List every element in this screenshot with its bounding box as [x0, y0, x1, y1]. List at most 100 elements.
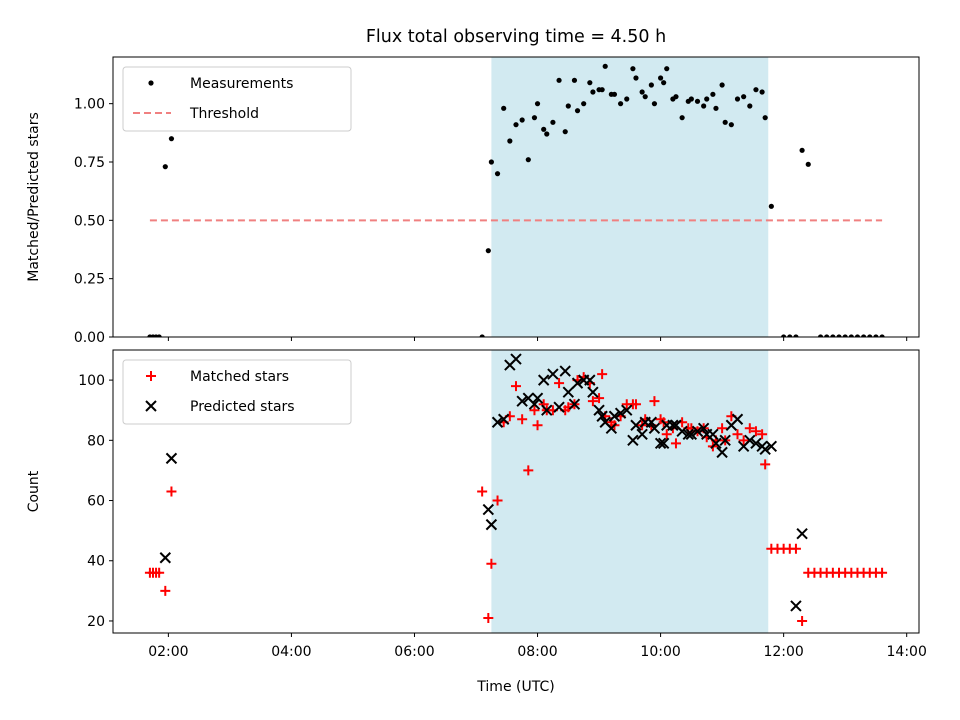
measurements-point	[664, 66, 670, 72]
predicted-stars-point	[648, 422, 661, 434]
predicted-stars-point	[731, 413, 744, 425]
predicted-stars-point	[541, 404, 553, 416]
matched-stars-point	[760, 459, 771, 470]
matched-stars-point	[511, 381, 521, 392]
matched-stars-point	[486, 558, 497, 569]
matched-stars-point	[877, 567, 888, 578]
matched-stars-point	[670, 438, 681, 449]
legend-label: Threshold	[189, 106, 259, 122]
predicted-stars-point	[608, 410, 621, 422]
matched-stars-point	[744, 423, 755, 434]
predicted-stars-point	[516, 395, 528, 407]
matched-stars-point	[750, 426, 761, 437]
measurements-point	[624, 96, 630, 102]
x-tick-label: 02:00	[148, 644, 188, 660]
measurements-point	[830, 334, 836, 337]
y-tick-label: 100	[78, 373, 105, 389]
legend-swatch	[146, 371, 156, 381]
predicted-stars-point	[645, 416, 658, 428]
predicted-stars-point	[750, 437, 762, 450]
measurements-point	[713, 105, 719, 111]
measurements-point	[793, 334, 799, 337]
measurements-point	[633, 75, 639, 81]
measurements-point	[639, 89, 645, 95]
measurements-point	[168, 136, 175, 142]
legend-label: Measurements	[190, 76, 293, 92]
axes-frame	[112, 349, 920, 634]
measurements-point	[531, 115, 538, 121]
measurements-point	[854, 334, 861, 337]
predicted-stars-point	[796, 527, 808, 540]
measurements-point	[710, 91, 716, 97]
predicted-stars-point	[528, 398, 541, 410]
measurements-point	[642, 94, 648, 100]
chart-title: Flux total observing time = 4.50 h	[366, 27, 666, 47]
matched-stars-point	[492, 495, 503, 506]
measurements-point	[544, 131, 550, 137]
measurements-point	[494, 171, 501, 177]
x-tick-label: 08:00	[517, 644, 557, 660]
measurements-point	[861, 334, 867, 337]
matched-stars-point	[517, 414, 528, 425]
matched-stars-point	[594, 393, 605, 404]
panels: 0.00 0.25 0.50 0.75 1.00 Matched/Predicted st…	[26, 56, 927, 660]
measurements-point	[694, 98, 701, 104]
measurements-point	[836, 334, 842, 337]
panel-1: 0.00 0.25 0.50 0.75 1.00 Matched/Predicted st…	[26, 56, 920, 346]
predicted-stars-point	[719, 434, 731, 447]
x-axis-label: Time (UTC)	[476, 679, 554, 695]
predicted-stars-point	[605, 422, 618, 434]
measurements-point	[728, 122, 734, 128]
measurements-point	[781, 334, 787, 337]
matched-stars-point	[477, 486, 488, 497]
predicted-stars-point	[571, 377, 584, 389]
measurements-point	[525, 157, 531, 163]
measurements-point	[534, 101, 541, 107]
measurements-point	[753, 87, 759, 93]
measurements-point	[571, 77, 578, 83]
matched-stars-point	[587, 396, 598, 407]
y-axis-label: Matched/Predicted stars	[26, 112, 42, 282]
measurements-point	[599, 87, 605, 93]
y-tick-label: 40	[87, 554, 105, 570]
measurements-point	[848, 334, 854, 337]
axes-frame	[112, 56, 920, 338]
y-axis-label: Count	[26, 470, 42, 512]
measurements-point	[842, 334, 848, 337]
predicted-stars-point	[491, 416, 504, 428]
predicted-stars-point	[537, 374, 550, 386]
matched-stars-point	[757, 429, 768, 440]
x-tick-label: 06:00	[394, 644, 434, 660]
predicted-stars-point	[497, 413, 510, 425]
matched-stars-point	[738, 435, 749, 446]
predicted-stars-point	[685, 428, 698, 441]
predicted-stars-point	[559, 365, 571, 377]
matched-stars-point	[597, 369, 608, 380]
predicted-stars-point	[531, 392, 544, 404]
measurements-point	[787, 334, 793, 337]
predicted-stars-point	[614, 407, 627, 419]
predicted-stars-point	[596, 410, 608, 422]
measurements-point	[762, 115, 768, 121]
measurements-point	[679, 115, 685, 121]
series-layer	[144, 353, 888, 626]
predicted-stars-point	[759, 443, 771, 456]
matched-stars-point	[523, 465, 534, 476]
predicted-stars-point	[654, 437, 667, 450]
panel-2: 20 40 60 80 100 Count 02:00 04:00 06:00 08:00 10:0…	[26, 349, 927, 660]
predicted-stars-point	[584, 374, 596, 386]
y-tick-label: 0.50	[74, 213, 105, 229]
legend: Measurements Threshold	[122, 66, 352, 132]
predicted-stars-point	[621, 404, 633, 416]
measurements-point	[507, 138, 513, 144]
measurements-point	[734, 96, 741, 102]
measurements-point	[747, 103, 753, 109]
predicted-stars-point	[547, 368, 559, 380]
matched-stars-point	[630, 399, 641, 410]
matched-stars-point	[649, 396, 660, 407]
predicted-stars-point	[593, 404, 605, 416]
measurements-point	[550, 119, 556, 125]
matched-stars-point	[717, 423, 728, 434]
measurements-point	[805, 161, 811, 167]
measurements-point	[879, 334, 885, 337]
